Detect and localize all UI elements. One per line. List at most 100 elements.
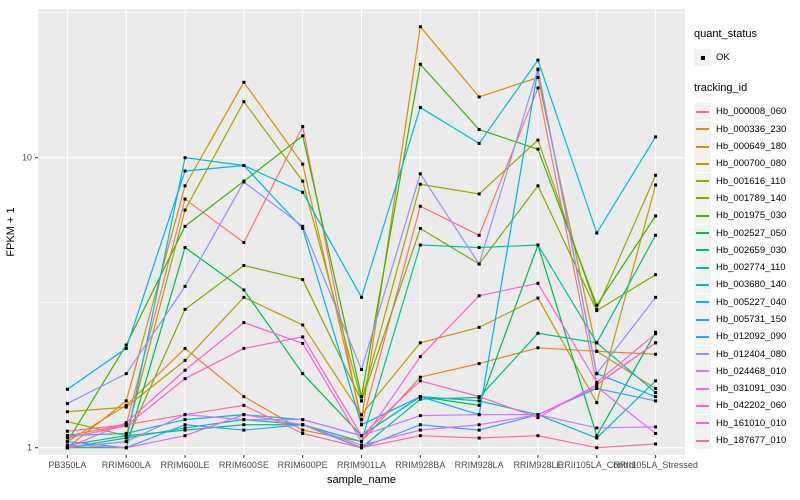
data-point xyxy=(242,288,246,292)
legend-item-Hb_002527_050: Hb_002527_050 xyxy=(694,224,800,242)
data-point xyxy=(595,446,599,450)
data-point xyxy=(595,426,599,430)
data-point xyxy=(301,278,305,282)
legend-item-Hb_161010_010: Hb_161010_010 xyxy=(694,414,800,432)
color-line-icon xyxy=(696,439,709,442)
data-point xyxy=(301,335,305,339)
x-tick-label: PB350LA xyxy=(48,460,86,470)
color-line-icon xyxy=(696,180,709,183)
data-point xyxy=(242,163,246,167)
data-point xyxy=(595,349,599,353)
data-point xyxy=(477,262,481,266)
data-point xyxy=(360,399,363,403)
legend-label: Hb_000700_080 xyxy=(716,158,787,170)
legend-label: Hb_012404_080 xyxy=(716,348,787,360)
data-point xyxy=(301,125,305,129)
data-point xyxy=(595,341,599,345)
data-point xyxy=(301,423,305,427)
legend-item-Hb_042202_060: Hb_042202_060 xyxy=(694,397,800,415)
data-point xyxy=(536,138,540,142)
color-key xyxy=(694,207,711,225)
legend-label: Hb_005731_150 xyxy=(716,314,787,325)
x-tick-label: RRIM600PE xyxy=(278,460,328,470)
color-line-icon xyxy=(696,214,709,217)
data-point xyxy=(536,413,540,417)
data-point xyxy=(477,95,481,99)
legend-item-Hb_002774_110: Hb_002774_110 xyxy=(694,259,800,277)
data-point xyxy=(360,443,363,447)
color-line-icon xyxy=(696,404,709,407)
legend-label-ok: OK xyxy=(716,52,730,64)
x-tick-label: RRII105LA_Stressed xyxy=(613,460,698,470)
data-point xyxy=(654,425,658,429)
data-point xyxy=(183,156,187,160)
color-line-icon xyxy=(696,318,709,321)
legend-item-Hb_000008_060: Hb_000008_060 xyxy=(694,103,800,121)
ok-point-key xyxy=(694,49,711,67)
color-key xyxy=(694,155,711,173)
data-point xyxy=(595,434,599,438)
color-line-icon xyxy=(696,301,709,304)
data-point xyxy=(595,309,599,313)
legend-label: Hb_012092_090 xyxy=(716,331,787,343)
data-points xyxy=(65,25,658,450)
data-point xyxy=(654,173,658,177)
data-point xyxy=(360,418,363,422)
data-point xyxy=(595,385,599,389)
color-line-icon xyxy=(696,387,709,390)
data-point xyxy=(536,86,540,90)
data-point xyxy=(65,420,69,424)
legend-item-Hb_024468_010: Hb_024468_010 xyxy=(694,362,800,380)
data-point xyxy=(654,214,658,218)
data-point xyxy=(360,440,363,444)
data-point xyxy=(536,296,540,300)
data-point xyxy=(183,307,187,311)
data-point xyxy=(183,284,187,288)
data-point xyxy=(418,204,422,208)
legend-item-Hb_000336_230: Hb_000336_230 xyxy=(694,120,800,138)
legend-label: Hb_001789_140 xyxy=(716,192,787,204)
data-point xyxy=(242,100,246,104)
data-point xyxy=(242,403,246,407)
color-key xyxy=(694,362,711,380)
data-point xyxy=(477,128,481,132)
data-point xyxy=(124,421,128,425)
legend-label: Hb_161010_010 xyxy=(716,417,787,429)
color-line-icon xyxy=(696,110,709,113)
data-point xyxy=(418,423,422,427)
color-key xyxy=(694,224,711,242)
x-tick-label: RRIM928BA xyxy=(395,460,445,470)
data-point xyxy=(418,395,422,399)
data-point xyxy=(183,208,187,212)
point-glyph-icon xyxy=(700,55,705,60)
data-point xyxy=(242,180,246,184)
color-key xyxy=(694,189,711,207)
legend-label: Hb_002659_030 xyxy=(716,244,787,256)
data-point xyxy=(536,184,540,188)
data-point xyxy=(183,368,187,372)
data-point xyxy=(301,323,305,327)
data-point xyxy=(124,346,128,350)
data-point xyxy=(183,413,187,417)
color-key xyxy=(694,259,711,277)
data-point xyxy=(183,423,187,427)
color-line-icon xyxy=(696,335,709,338)
data-point xyxy=(418,434,422,438)
legend-item-Hb_002659_030: Hb_002659_030 xyxy=(694,241,800,259)
data-point xyxy=(536,281,540,285)
data-point xyxy=(595,387,599,391)
data-point xyxy=(360,395,363,399)
data-point xyxy=(477,325,481,329)
data-point xyxy=(477,395,481,399)
data-point xyxy=(654,330,658,334)
data-point xyxy=(242,241,246,245)
data-point xyxy=(536,331,540,335)
legend-item-Hb_012092_090: Hb_012092_090 xyxy=(694,328,800,346)
data-point xyxy=(654,442,658,446)
data-point xyxy=(654,295,658,299)
color-key xyxy=(694,138,711,156)
legend-item-Hb_000649_180: Hb_000649_180 xyxy=(694,138,800,156)
data-point xyxy=(418,182,422,186)
legend-item-Hb_187677_010: Hb_187677_010 xyxy=(694,432,800,450)
data-point xyxy=(477,294,481,298)
